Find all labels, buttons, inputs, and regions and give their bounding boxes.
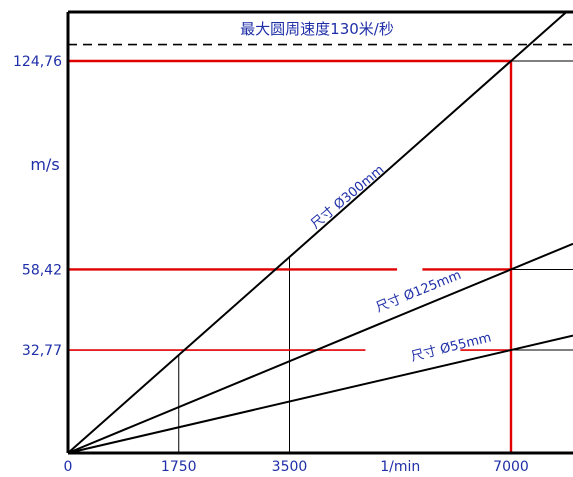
series-line-55 (67, 334, 573, 454)
axes (66, 10, 573, 455)
series-line-125 (67, 242, 573, 454)
x-tick-label-2: 3500 (272, 459, 308, 475)
y-tick-label-1: 58,42 (22, 262, 62, 278)
x-axis-label: 1/min (380, 459, 420, 475)
series-line-300 (67, 11, 568, 454)
x-tick-label-1: 1750 (161, 459, 197, 475)
plot-lines (67, 11, 573, 454)
y-tick-label-0: 32,77 (22, 343, 62, 359)
y-tick-label-2: 124,76 (13, 54, 62, 70)
x-tick-label-3: 7000 (493, 459, 529, 475)
series-label-55: 尺寸 Ø55mm (409, 330, 492, 364)
series-label-300: 尺寸 Ø300mm (308, 162, 387, 232)
labels: 最大圆周速度130米/秒 32,77 58,42 124,76 m/s 0 1750 3500… (13, 20, 529, 475)
chart-title: 最大圆周速度130米/秒 (240, 20, 394, 38)
y-axis-label: m/s (30, 155, 59, 174)
x-tick-label-0: 0 (64, 459, 73, 475)
